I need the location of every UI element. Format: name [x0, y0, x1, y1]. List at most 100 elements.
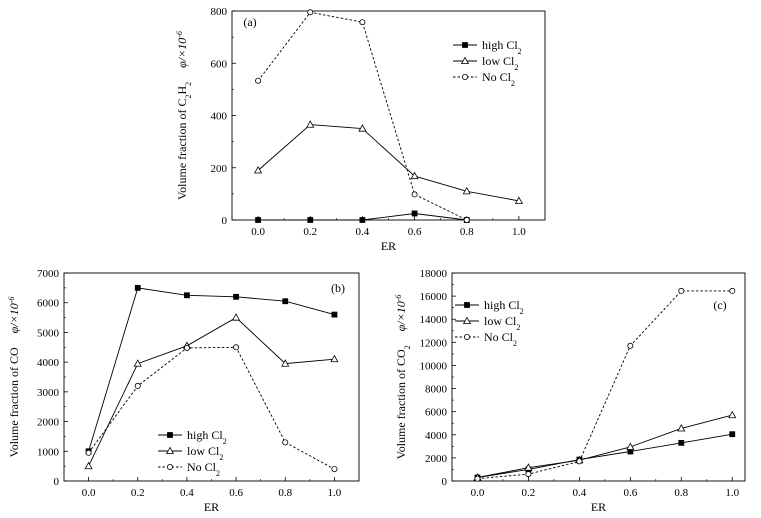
x-tick-label: 0.2: [131, 487, 145, 499]
data-point: [255, 217, 261, 223]
series-square: [474, 431, 736, 481]
x-tick-label: 0.4: [573, 487, 587, 499]
x-tick-label: 1.0: [328, 487, 342, 499]
data-point: [184, 292, 190, 299]
data-point: [359, 19, 366, 26]
data-point: [462, 186, 471, 195]
data-point: [411, 191, 418, 198]
data-point: [474, 475, 481, 482]
chart-panel-b: 0.0 0.2 0.4 0.6 0.8 1.0 0 1000 2000 3000 4000 5000 6…: [7, 268, 360, 514]
legend-marker: [166, 463, 173, 470]
data-point: [525, 471, 532, 478]
legend-label: low Cl2: [484, 314, 520, 332]
y-tick-label: 200: [211, 163, 228, 175]
y-axis-label: Volume fraction of COφ/×10-6: [7, 297, 22, 458]
y-tick-label: 8000: [425, 384, 448, 396]
legend-label: high Cl2: [187, 428, 227, 446]
data-point: [410, 171, 419, 180]
series-line: [88, 317, 335, 467]
data-point: [84, 461, 93, 470]
data-point: [307, 217, 314, 223]
series-line: [477, 433, 733, 478]
legend-marker: [167, 432, 173, 438]
x-tick-label: 0.4: [180, 487, 194, 499]
y-tick-label: 600: [211, 58, 228, 70]
panel-label: (a): [243, 15, 256, 29]
y-tick-label: 12000: [420, 337, 448, 349]
x-tick-label: 0.6: [229, 487, 243, 499]
data-point: [281, 359, 290, 367]
legend-label: No Cl2: [482, 70, 515, 88]
y-tick-label: 1000: [37, 446, 60, 458]
x-axis-label: ER: [204, 500, 219, 514]
x-tick-label: 0.8: [460, 226, 474, 238]
panel-label: (c): [713, 298, 726, 312]
data-point: [463, 216, 470, 223]
data-point: [183, 344, 190, 351]
data-point: [331, 466, 338, 473]
data-point: [627, 342, 634, 349]
series-line: [88, 346, 335, 470]
data-point: [524, 463, 533, 471]
y-tick-label: 800: [211, 6, 228, 18]
data-point: [282, 439, 289, 446]
data-point: [233, 344, 240, 351]
y-tick-label: 400: [211, 111, 228, 123]
data-point: [358, 124, 367, 132]
series-circle: [255, 9, 470, 223]
y-tick-label: 2000: [37, 417, 60, 429]
data-point: [306, 120, 315, 128]
series-line: [257, 124, 519, 202]
data-point: [254, 165, 263, 174]
x-tick-label: 0.4: [356, 226, 370, 238]
y-tick-label: 7000: [37, 268, 60, 280]
data-point: [133, 359, 142, 367]
y-tick-label: 0: [222, 215, 228, 227]
data-point: [233, 293, 239, 300]
data-point: [678, 439, 685, 446]
legend-label: low Cl2: [482, 54, 518, 72]
legend-label: No Cl2: [484, 330, 517, 348]
x-tick-label: 1.0: [725, 487, 739, 499]
data-point: [514, 196, 523, 204]
data-point: [626, 442, 635, 450]
y-tick-label: 0: [54, 476, 60, 488]
chart-panel-a: 0.0 0.2 0.4 0.6 0.8 1.0 0 200 400 600 800 ER Volume …: [175, 6, 546, 253]
x-axis-label: ER: [381, 239, 396, 253]
series-triangle: [473, 410, 737, 481]
data-point: [307, 9, 314, 16]
x-tick-label: 0.0: [251, 226, 265, 238]
x-tick-label: 0.0: [82, 487, 96, 499]
legend-label: high Cl2: [484, 298, 524, 316]
y-axis-label: Volume fraction of CO2φ/×10-6: [394, 295, 412, 460]
data-point: [282, 298, 289, 305]
data-point: [255, 77, 262, 84]
data-point: [728, 410, 737, 419]
data-point: [677, 423, 686, 432]
legend-marker: [464, 302, 470, 308]
series-line: [477, 414, 733, 478]
y-tick-label: 18000: [420, 268, 448, 280]
y-tick-label: 6000: [425, 407, 448, 419]
x-tick-label: 0.2: [303, 226, 317, 238]
series-line: [88, 287, 335, 452]
series-triangle: [84, 313, 339, 470]
x-tick-label: 0.8: [278, 487, 292, 499]
data-point: [134, 382, 141, 389]
y-tick-label: 16000: [420, 291, 448, 303]
y-axis-label: Volume fraction of C2H2φ/×10-6: [175, 31, 193, 200]
legend-marker: [462, 42, 468, 48]
x-tick-label: 1.0: [512, 226, 526, 238]
legend-label: No Cl2: [187, 460, 220, 478]
legend-marker: [463, 333, 470, 340]
data-point: [331, 311, 338, 318]
data-point: [729, 287, 736, 294]
legend-marker: [461, 74, 468, 81]
series-line: [257, 11, 467, 221]
y-tick-label: 2000: [425, 453, 448, 465]
data-point: [411, 210, 418, 217]
y-tick-label: 4000: [425, 430, 448, 442]
data-point: [576, 458, 583, 465]
x-tick-label: 0.2: [522, 487, 536, 499]
